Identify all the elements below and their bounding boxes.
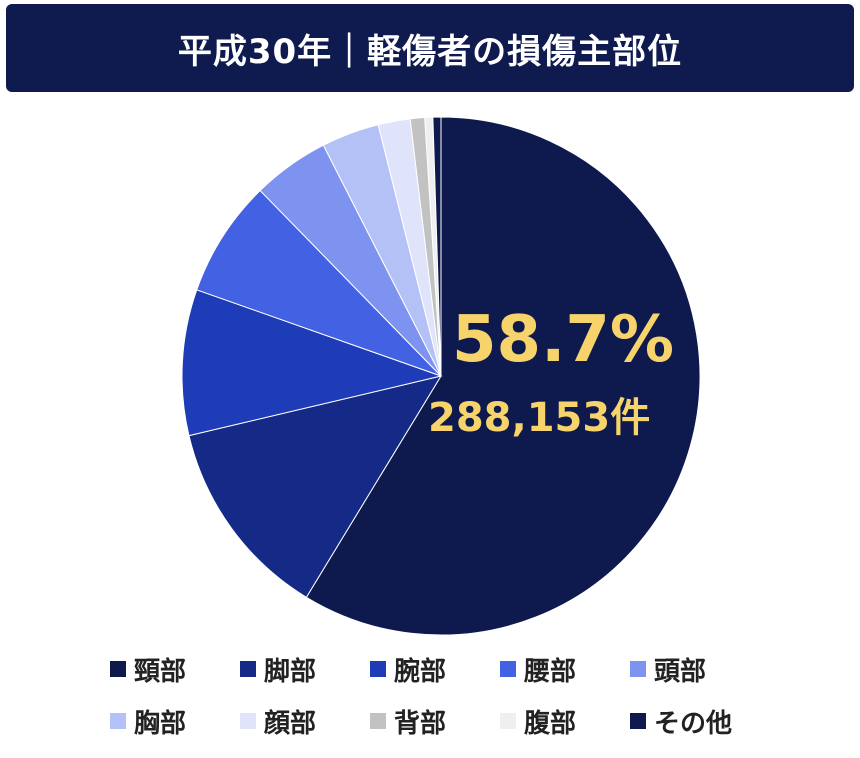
legend-item: 頸部 [110,652,240,687]
pie-slice-10 [432,116,442,377]
legend-swatch [110,661,126,677]
legend-label: 腕部 [394,656,447,687]
legend-label: 胸部 [134,708,187,739]
legend-label: 顔部 [264,708,317,739]
legend-label: 頸部 [134,656,187,687]
highlight-count: 288,153件 [428,395,651,441]
legend-swatch [110,713,126,729]
legend-label: 腰部 [524,656,577,687]
legend-swatch [240,713,256,729]
highlight-percent: 58.7% [452,303,675,377]
chart-title: 平成30年｜軽傷者の損傷主部位 [177,31,683,72]
legend-item: 胸部 [110,704,240,739]
pie-chart [181,116,701,636]
pie-slice-2 [188,375,443,598]
legend-item: 腕部 [370,652,500,687]
legend-item: 腹部 [500,704,630,739]
legend-swatch [240,661,256,677]
legend-swatch [500,661,516,677]
pie-slice-3 [181,289,443,437]
pie-slice-1 [305,116,701,636]
legend: 頸部 脚部 腕部 腰部 頭部胸部 顔部 背部 腹部 その他 [110,652,790,739]
legend-item: 頭部 [630,652,760,687]
legend-label: 頭部 [654,656,707,687]
pie-slice-4 [196,189,442,377]
legend-item: 脚部 [240,652,370,687]
legend-label: 腹部 [524,708,577,739]
title-bar: 平成30年｜軽傷者の損傷主部位 [6,4,854,92]
legend-item: その他 [630,704,760,739]
legend-item: 顔部 [240,704,370,739]
legend-label: 背部 [394,708,447,739]
legend-swatch [630,713,646,729]
legend-item: 腰部 [500,652,630,687]
legend-item: 背部 [370,704,500,739]
legend-label: その他 [654,708,733,739]
legend-label: 脚部 [264,656,317,687]
legend-swatch [630,661,646,677]
legend-swatch [370,661,386,677]
legend-swatch [370,713,386,729]
legend-swatch [500,713,516,729]
